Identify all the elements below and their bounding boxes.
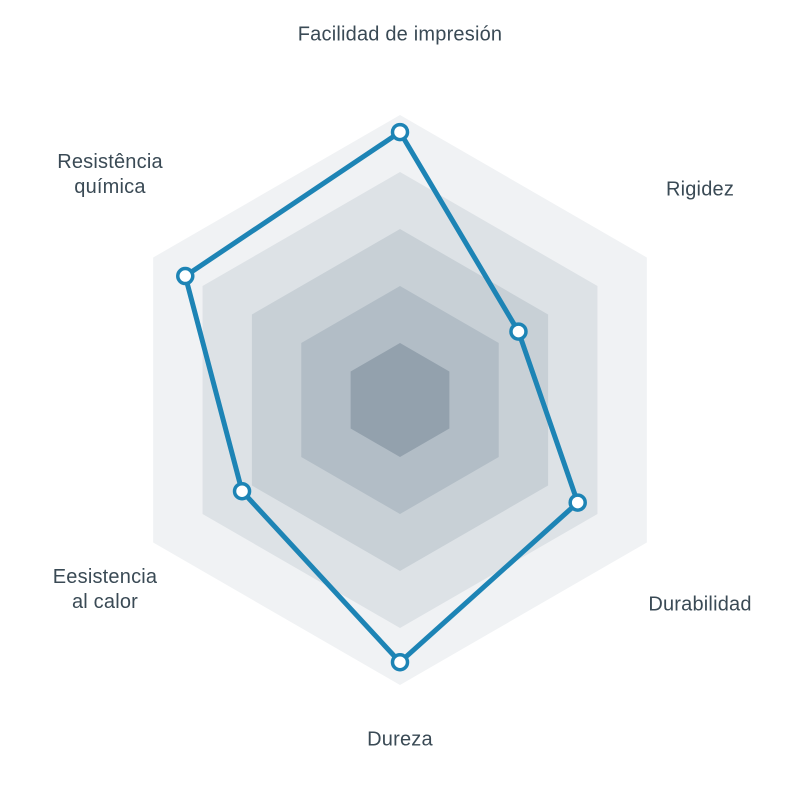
axis-label-5: Resistência química [57,150,163,200]
axis-label-1: Rigidez [666,178,734,203]
radar-chart: Facilidad de impresión Rigidez Durabilid… [0,0,800,800]
axis-label-3: Dureza [367,728,433,753]
radar-svg [0,0,800,800]
axis-label-2: Durabilidad [648,593,751,618]
axis-label-0: Facilidad de impresión [298,23,503,48]
axis-label-4: Eesistencia al calor [53,565,157,615]
